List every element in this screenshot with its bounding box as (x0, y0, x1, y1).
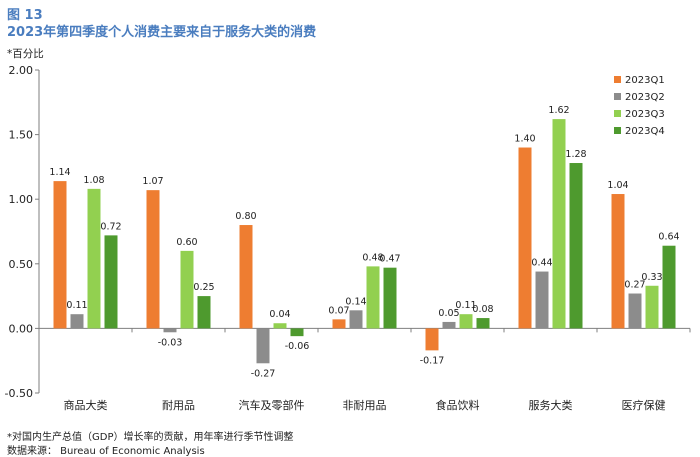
data-label: 0.47 (379, 254, 400, 265)
bar (459, 314, 473, 329)
bar (104, 235, 118, 329)
bar (535, 271, 549, 329)
bar (366, 266, 380, 329)
bar (197, 296, 211, 329)
data-label: -0.06 (285, 341, 310, 352)
y-tick-label: 1.50 (9, 129, 34, 142)
bar (569, 163, 583, 329)
bar (273, 323, 287, 329)
data-label: 0.33 (641, 272, 662, 283)
legend-swatch (614, 76, 621, 83)
data-label: 0.72 (100, 221, 121, 232)
bar (611, 194, 625, 329)
legend-swatch (614, 127, 621, 134)
data-label: 1.62 (548, 105, 569, 116)
chart-category-labels: 商品大类 耐用品 汽车及零部件 非耐用品 食品饮料 服务大类 医疗保健 (64, 398, 666, 412)
bar (552, 119, 566, 329)
bar (53, 181, 67, 329)
data-label: 0.27 (624, 280, 645, 291)
figure-label: 图 13 (7, 8, 43, 23)
chart-bars (53, 119, 676, 364)
bar (476, 318, 490, 329)
data-label: 0.64 (658, 232, 679, 243)
bar (349, 310, 363, 329)
bar (628, 293, 642, 329)
legend-label: 2023Q2 (625, 92, 665, 103)
category-label: 服务大类 (529, 398, 573, 412)
category-label: 汽车及零部件 (239, 398, 305, 412)
bar (425, 328, 439, 351)
data-label: 0.11 (455, 300, 476, 311)
data-label: 1.07 (142, 176, 163, 187)
bar (383, 267, 397, 329)
category-label: 医疗保健 (622, 398, 666, 412)
bar (163, 328, 177, 333)
category-label: 非耐用品 (343, 399, 387, 412)
bar (518, 147, 532, 329)
data-label: 0.07 (328, 305, 349, 316)
unit-label: *百分比 (7, 48, 44, 60)
bar (332, 319, 346, 329)
bar (442, 321, 456, 329)
bar (239, 225, 253, 329)
data-label: 0.44 (531, 258, 552, 269)
data-label: 0.04 (269, 309, 290, 320)
y-tick-label: -0.50 (5, 387, 33, 400)
data-label: 0.05 (438, 308, 459, 319)
chart-legend: 2023Q1 2023Q2 2023Q3 2023Q4 (614, 75, 665, 137)
data-label: -0.17 (420, 355, 445, 366)
y-tick-label: 2.00 (9, 64, 34, 77)
category-label: 商品大类 (64, 398, 108, 412)
bar (645, 285, 659, 329)
data-label: -0.27 (251, 368, 276, 379)
data-label: 1.40 (514, 134, 535, 145)
legend-label: 2023Q3 (625, 109, 665, 120)
y-tick-label: 1.00 (9, 193, 34, 206)
bar (70, 314, 84, 329)
data-label: 0.48 (362, 252, 383, 263)
bar (662, 245, 676, 329)
chart-title: 2023年第四季度个人消费主要来自于服务大类的消费 (7, 25, 317, 40)
data-label: 1.14 (49, 167, 70, 178)
y-tick-label: 0.50 (9, 258, 34, 271)
data-label: 0.08 (472, 304, 493, 315)
bar (87, 188, 101, 329)
legend-swatch (614, 110, 621, 117)
data-label: -0.03 (158, 337, 183, 348)
category-label: 食品饮料 (436, 398, 480, 412)
legend-label: 2023Q4 (625, 126, 665, 137)
data-label: 0.25 (193, 282, 214, 293)
category-label: 耐用品 (162, 399, 195, 412)
bar (180, 250, 194, 329)
data-label: 0.14 (345, 296, 366, 307)
bar (290, 328, 304, 337)
bar (256, 328, 270, 364)
data-label: 0.80 (235, 211, 256, 222)
data-label: 0.11 (66, 300, 87, 311)
source-note: 数据来源： Bureau of Economic Analysis (7, 446, 205, 457)
legend-label: 2023Q1 (625, 75, 665, 86)
data-label: 1.08 (83, 175, 104, 186)
data-label: 1.28 (565, 149, 586, 160)
bar (146, 190, 160, 329)
y-tick-label: 0.00 (9, 322, 34, 335)
legend-swatch (614, 93, 621, 100)
data-label: 1.04 (607, 180, 628, 191)
chart-data-labels: 1.14 0.11 1.08 0.72 1.07 -0.03 0.60 0.25 0.80 -0.… (49, 105, 679, 379)
footnote: *对国内生产总值（GDP）增长率的贡献，用年率进行季节性调整 (7, 432, 294, 443)
data-label: 0.60 (176, 237, 197, 248)
